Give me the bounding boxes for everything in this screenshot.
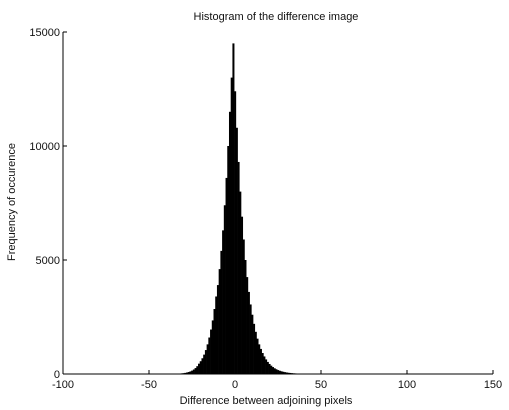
y-tick-label: 10000 bbox=[29, 141, 60, 153]
histogram-bar bbox=[208, 337, 211, 374]
histogram-bar bbox=[230, 77, 233, 374]
histogram-bar bbox=[194, 368, 197, 374]
histogram-bar bbox=[198, 363, 201, 374]
histogram-bar bbox=[216, 285, 219, 374]
histogram-bar bbox=[191, 370, 194, 374]
histogram-bar bbox=[234, 91, 237, 374]
histogram-bar bbox=[241, 216, 244, 374]
histogram-bar bbox=[270, 365, 273, 374]
histogram-bar bbox=[222, 230, 225, 374]
histogram-bar bbox=[232, 43, 235, 375]
histogram-bar bbox=[244, 260, 247, 374]
x-tick-label: -100 bbox=[52, 379, 74, 391]
histogram-bar bbox=[189, 371, 192, 374]
histogram-bar bbox=[220, 250, 223, 374]
histogram-bar bbox=[227, 146, 230, 374]
histogram-bar bbox=[235, 127, 238, 374]
histogram-bar bbox=[242, 239, 245, 374]
histogram-bar bbox=[203, 354, 206, 374]
histogram-bar bbox=[266, 361, 269, 374]
histogram-bar bbox=[246, 277, 249, 374]
histogram-bar bbox=[259, 348, 262, 374]
histogram-bar bbox=[215, 296, 218, 374]
histogram-bar bbox=[271, 367, 274, 374]
histogram-bar bbox=[225, 177, 228, 374]
histogram-bar bbox=[192, 369, 195, 374]
histogram-bar bbox=[273, 368, 276, 374]
histogram-bar bbox=[282, 371, 285, 374]
histogram-bar bbox=[237, 161, 240, 374]
x-axis-label: Difference between adjoining pixels bbox=[180, 395, 353, 407]
histogram-bar bbox=[247, 291, 250, 374]
histogram-bar bbox=[254, 331, 257, 374]
histogram-bar bbox=[184, 372, 187, 374]
x-tick-label: 50 bbox=[315, 379, 327, 391]
x-tick-label: 0 bbox=[232, 379, 238, 391]
histogram-bar bbox=[249, 304, 252, 374]
histogram-bar bbox=[213, 309, 216, 374]
y-tick-label: 15000 bbox=[29, 27, 60, 39]
chart-title: Histogram of the difference image bbox=[194, 11, 359, 23]
y-tick-label: 0 bbox=[54, 369, 60, 381]
histogram-bar bbox=[256, 338, 259, 374]
histogram-bar bbox=[204, 350, 207, 374]
histogram-bar bbox=[187, 372, 190, 374]
histogram-bar bbox=[258, 344, 261, 374]
histogram-bar bbox=[253, 323, 256, 374]
histogram-bar bbox=[275, 369, 278, 374]
x-tick-label: 150 bbox=[484, 379, 502, 391]
histogram-bar bbox=[278, 370, 281, 374]
histogram-bar bbox=[277, 370, 280, 374]
axes-group: -100 -50 0 50 100 150 0 5000 10000 15000 bbox=[29, 27, 502, 391]
histogram-bar bbox=[285, 372, 288, 374]
histogram-bar bbox=[284, 372, 287, 374]
histogram-bar bbox=[287, 372, 290, 374]
histogram-bar bbox=[210, 329, 213, 374]
histogram-bar bbox=[185, 372, 188, 374]
histogram-bar bbox=[199, 361, 202, 374]
histogram-bar bbox=[196, 366, 199, 374]
x-tick-label: -50 bbox=[141, 379, 157, 391]
histogram-bar bbox=[289, 372, 292, 374]
bars-group bbox=[165, 43, 305, 375]
histogram-bar bbox=[201, 358, 204, 374]
histogram-bar bbox=[261, 353, 264, 374]
histogram-bar bbox=[251, 314, 254, 374]
histogram-bar bbox=[280, 371, 283, 374]
histogram-bar bbox=[228, 111, 231, 375]
histogram-bar bbox=[206, 344, 209, 374]
histogram-bar bbox=[218, 269, 221, 374]
y-tick-label: 5000 bbox=[36, 255, 60, 267]
histogram-bar bbox=[268, 363, 271, 374]
histogram-bar bbox=[223, 205, 226, 374]
histogram-bar bbox=[263, 356, 266, 374]
histogram-bar bbox=[211, 320, 214, 374]
histogram-bar bbox=[265, 359, 268, 374]
y-axis-label: Frequency of occurence bbox=[6, 143, 18, 261]
histogram-bar bbox=[239, 191, 242, 374]
x-tick-label: 100 bbox=[398, 379, 416, 391]
